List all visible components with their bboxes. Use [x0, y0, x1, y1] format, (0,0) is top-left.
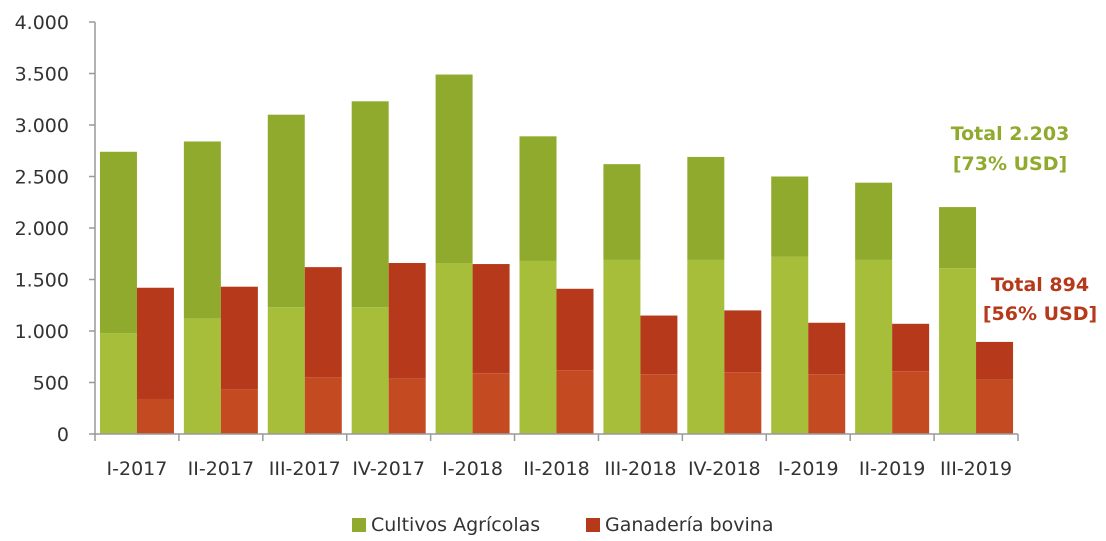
bar-ganaderia-usd-III-2019	[976, 379, 1014, 434]
bar-cultivos-IV-2017	[351, 101, 389, 308]
y-tick-label: 2.500	[15, 167, 69, 189]
bars-group	[99, 74, 1014, 434]
x-tick-label: II-2019	[859, 458, 925, 480]
y-tick-label: 0	[57, 424, 69, 446]
annotation-cultivos-line1: Total 2.203	[951, 123, 1070, 145]
bar-cultivos-usd-II-2019	[855, 259, 893, 434]
bar-cultivos-usd-IV-2018	[687, 259, 725, 434]
bar-cultivos-III-2019	[939, 207, 977, 269]
bar-ganaderia-IV-2018	[724, 310, 762, 373]
bar-ganaderia-II-2017	[220, 286, 258, 390]
bar-ganaderia-II-2018	[556, 288, 594, 371]
x-tick-label: I-2019	[778, 458, 839, 480]
bar-cultivos-II-2017	[183, 141, 221, 319]
legend-label-ganaderia: Ganadería bovina	[605, 514, 773, 536]
x-tick-label: IV-2017	[352, 458, 425, 480]
bar-ganaderia-IV-2017	[388, 263, 426, 379]
x-tick-label: IV-2018	[688, 458, 761, 480]
x-tick-label: III-2019	[940, 458, 1012, 480]
legend-label-cultivos: Cultivos Agrícolas	[371, 514, 540, 536]
y-tick-label: 1.000	[15, 321, 69, 343]
y-tick-label: 4.000	[15, 12, 69, 34]
bar-ganaderia-III-2017	[304, 267, 342, 378]
bar-ganaderia-I-2019	[808, 322, 846, 375]
bar-ganaderia-usd-I-2019	[808, 374, 846, 434]
bar-cultivos-II-2019	[855, 182, 893, 260]
legend: Cultivos Agrícolas Ganadería bovina	[352, 514, 773, 536]
bar-cultivos-IV-2018	[687, 156, 725, 260]
bar-ganaderia-II-2019	[892, 323, 930, 372]
y-tick-label: 1.500	[15, 270, 69, 292]
bar-cultivos-II-2018	[519, 136, 557, 261]
bar-ganaderia-usd-IV-2018	[724, 372, 762, 434]
bar-ganaderia-usd-IV-2017	[388, 378, 426, 434]
bar-ganaderia-usd-I-2017	[136, 398, 174, 434]
bar-cultivos-usd-III-2019	[939, 268, 977, 434]
x-tick-label: I-2017	[107, 458, 168, 480]
bar-cultivos-usd-II-2017	[183, 318, 221, 434]
x-tick-label: II-2018	[523, 458, 589, 480]
bar-cultivos-usd-IV-2017	[351, 307, 389, 434]
bar-ganaderia-usd-II-2017	[220, 389, 258, 434]
bar-ganaderia-usd-I-2018	[472, 373, 510, 434]
annotation-ganaderia-line1: Total 894	[991, 274, 1089, 296]
y-tick-label: 2.000	[15, 218, 69, 240]
y-tick-label: 3.500	[15, 64, 69, 86]
bar-cultivos-I-2018	[435, 74, 473, 264]
bar-cultivos-III-2017	[267, 114, 305, 308]
bar-cultivos-usd-II-2018	[519, 260, 557, 434]
bar-cultivos-I-2019	[771, 176, 809, 257]
bar-ganaderia-III-2018	[640, 315, 678, 375]
bar-ganaderia-usd-III-2018	[640, 374, 678, 434]
bar-ganaderia-usd-II-2019	[892, 371, 930, 434]
y-tick-label: 3.000	[15, 115, 69, 137]
bar-cultivos-usd-III-2017	[267, 307, 305, 434]
x-tick-label: III-2017	[269, 458, 341, 480]
bar-cultivos-usd-I-2018	[435, 263, 473, 434]
bar-ganaderia-I-2017	[136, 287, 174, 399]
bar-ganaderia-III-2019	[976, 341, 1014, 380]
x-tick-label: III-2018	[604, 458, 676, 480]
bar-ganaderia-usd-III-2017	[304, 377, 342, 434]
x-axis-ticks: I-2017 II-2017 III-2017 IV-2017 I-2018 II-201…	[94, 434, 1019, 480]
bar-cultivos-usd-I-2019	[771, 256, 809, 434]
bar-cultivos-usd-I-2017	[99, 333, 137, 434]
annotation-cultivos-line2: [73% USD]	[953, 153, 1067, 175]
bar-ganaderia-I-2018	[472, 264, 510, 374]
bar-ganaderia-usd-II-2018	[556, 370, 594, 434]
x-tick-label: I-2018	[442, 458, 503, 480]
bar-cultivos-I-2017	[99, 151, 137, 334]
legend-swatch-ganaderia	[586, 518, 600, 532]
bar-cultivos-III-2018	[603, 164, 641, 260]
bar-cultivos-usd-III-2018	[603, 259, 641, 434]
y-tick-label: 500	[33, 373, 69, 395]
legend-swatch-cultivos	[352, 518, 366, 532]
y-axis-ticks: 0 500 1.000 1.500 2.000 2.500 3.000 3.500 4.000	[15, 12, 95, 446]
x-tick-label: II-2017	[188, 458, 254, 480]
annotation-ganaderia-line2: [56% USD]	[983, 303, 1097, 325]
